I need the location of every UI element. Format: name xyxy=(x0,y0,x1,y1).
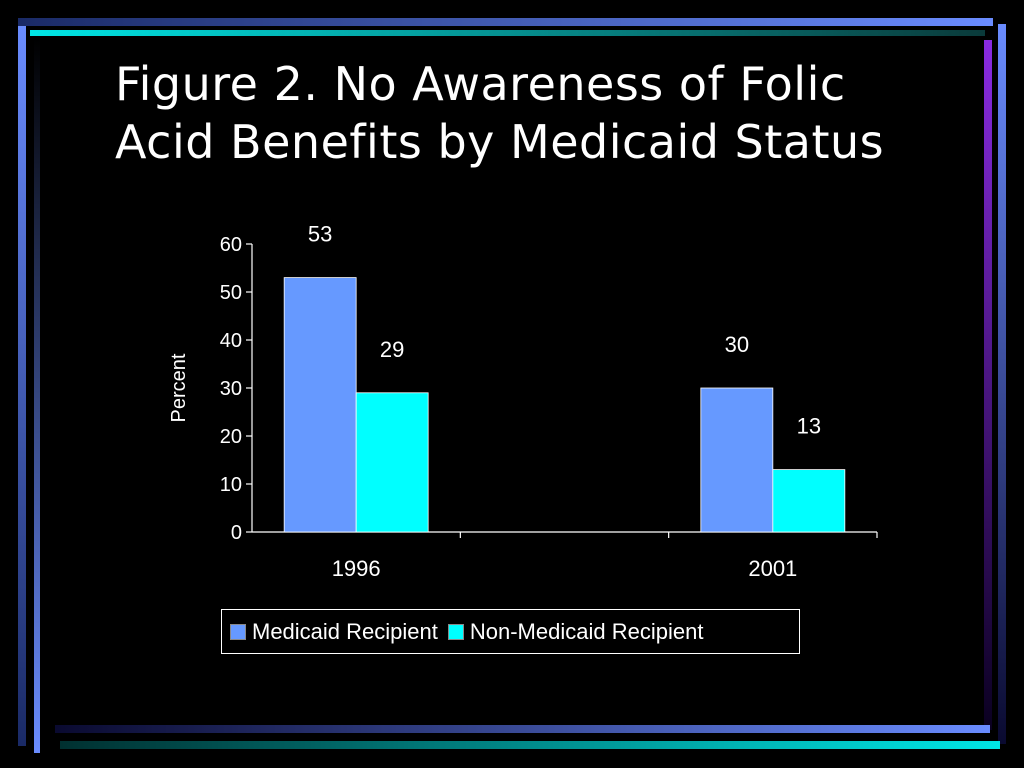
legend-swatch-non-medicaid xyxy=(447,623,464,640)
data-label: 30 xyxy=(725,332,749,357)
frame-left-inner-bar xyxy=(34,38,40,753)
slide-title: Figure 2. No Awareness of Folic Acid Ben… xyxy=(115,55,975,171)
chart-legend: Medicaid Recipient Non-Medicaid Recipien… xyxy=(221,609,800,654)
legend-item-non-medicaid: Non-Medicaid Recipient xyxy=(447,618,704,645)
legend-label-medicaid: Medicaid Recipient xyxy=(252,618,438,644)
frame-right-blue-bar xyxy=(998,24,1006,744)
slide-title-line-1: Figure 2. No Awareness of Folic xyxy=(115,57,846,111)
frame-top-bar xyxy=(18,18,993,26)
slide-title-line-2: Acid Benefits by Medicaid Status xyxy=(115,115,885,169)
bar-medicaid-recipient-1996 xyxy=(283,277,357,533)
frame-right-purple-bar xyxy=(984,40,992,730)
bar-non-medicaid-recipient-1996 xyxy=(355,392,429,533)
bar-medicaid-recipient-2001 xyxy=(700,387,774,533)
legend-item-medicaid: Medicaid Recipient xyxy=(230,619,438,645)
x-tick-label: 2001 xyxy=(748,556,797,581)
legend-swatch-medicaid xyxy=(230,623,246,640)
frame-bottom-cyan-bar xyxy=(60,741,1000,749)
y-tick-label: 10 xyxy=(220,474,242,496)
bar-non-medicaid-recipient-2001 xyxy=(772,469,846,533)
frame-bottom-bar xyxy=(55,725,990,733)
y-tick-label: 0 xyxy=(231,522,242,544)
y-tick-label: 20 xyxy=(220,426,242,448)
y-axis-title: Percent xyxy=(168,353,190,422)
y-tick-label: 30 xyxy=(220,378,242,400)
data-label: 13 xyxy=(797,414,821,439)
frame-top-cyan-bar xyxy=(30,30,985,36)
data-label: 53 xyxy=(308,222,332,247)
x-tick-label: 1996 xyxy=(332,556,381,581)
y-tick-label: 60 xyxy=(220,234,242,256)
frame-left-bar xyxy=(18,26,26,746)
data-label: 29 xyxy=(380,337,404,362)
legend-label-non-medicaid: Non-Medicaid Recipient xyxy=(469,618,704,644)
y-tick-label: 40 xyxy=(220,330,242,352)
y-tick-label: 50 xyxy=(220,282,242,304)
